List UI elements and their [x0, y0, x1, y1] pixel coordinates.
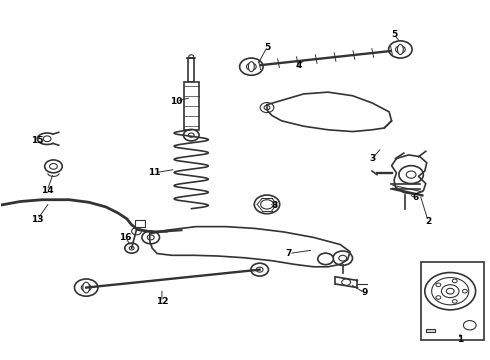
- Bar: [184, 82, 198, 130]
- Circle shape: [389, 41, 412, 58]
- Circle shape: [251, 263, 269, 276]
- Text: 4: 4: [295, 61, 302, 70]
- Text: 5: 5: [264, 43, 270, 52]
- Text: 2: 2: [425, 217, 431, 226]
- Circle shape: [425, 273, 476, 310]
- Ellipse shape: [248, 62, 254, 72]
- Text: 16: 16: [119, 233, 131, 242]
- Text: 1: 1: [457, 335, 463, 344]
- Text: 14: 14: [41, 186, 53, 195]
- Circle shape: [132, 228, 142, 235]
- Bar: [421, 262, 485, 339]
- Text: 7: 7: [286, 249, 292, 258]
- Circle shape: [125, 243, 139, 253]
- Ellipse shape: [83, 282, 90, 293]
- Text: 10: 10: [171, 96, 183, 105]
- Circle shape: [183, 130, 199, 141]
- Circle shape: [254, 195, 280, 214]
- Circle shape: [260, 103, 274, 113]
- Circle shape: [333, 251, 352, 265]
- Ellipse shape: [397, 44, 403, 54]
- Circle shape: [399, 166, 423, 184]
- Text: 3: 3: [369, 154, 375, 163]
- Circle shape: [342, 279, 350, 285]
- Bar: [426, 329, 435, 332]
- Text: 8: 8: [271, 201, 277, 210]
- Text: 12: 12: [156, 297, 168, 306]
- Circle shape: [43, 136, 51, 141]
- Text: 15: 15: [31, 136, 44, 145]
- Circle shape: [318, 253, 333, 265]
- Circle shape: [240, 58, 263, 75]
- Circle shape: [45, 160, 62, 173]
- Text: 9: 9: [362, 288, 368, 297]
- Bar: [188, 58, 194, 82]
- Text: 6: 6: [413, 193, 419, 202]
- Text: 5: 5: [391, 30, 397, 39]
- Text: 13: 13: [31, 215, 44, 224]
- Circle shape: [74, 279, 98, 296]
- Bar: [135, 220, 145, 227]
- Text: 11: 11: [148, 168, 161, 177]
- Circle shape: [142, 231, 159, 244]
